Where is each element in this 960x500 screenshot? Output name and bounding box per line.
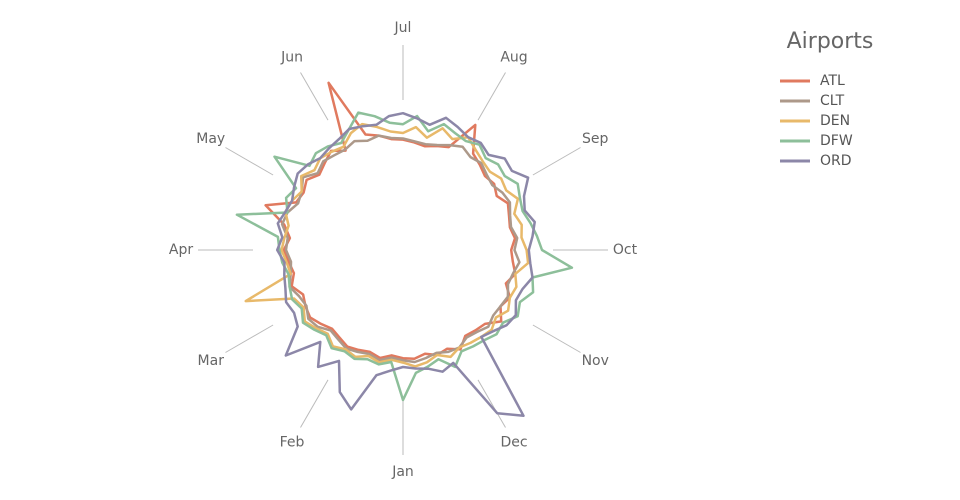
legend-label: DEN bbox=[820, 113, 850, 129]
angular-tick-label: Sep bbox=[582, 131, 609, 147]
series-line bbox=[235, 111, 574, 402]
angular-tick bbox=[300, 72, 329, 121]
angular-tick-label: Jun bbox=[280, 50, 303, 66]
legend-title: Airports bbox=[787, 29, 874, 54]
legend-label: ATL bbox=[820, 73, 845, 89]
angular-tick bbox=[225, 147, 274, 176]
angular-tick-label: Oct bbox=[613, 242, 638, 258]
series-line bbox=[280, 134, 521, 364]
series-line bbox=[244, 122, 530, 368]
series-line bbox=[275, 111, 536, 418]
angular-tick-label: Dec bbox=[500, 434, 527, 450]
angular-tick bbox=[300, 379, 329, 428]
legend-label: CLT bbox=[820, 93, 845, 109]
angular-tick bbox=[477, 379, 506, 428]
angular-tick-label: Apr bbox=[169, 242, 193, 258]
angular-tick-label: Aug bbox=[500, 50, 527, 66]
angular-tick-label: Feb bbox=[280, 434, 305, 450]
angular-tick bbox=[532, 147, 581, 176]
angular-tick-label: Nov bbox=[582, 353, 609, 369]
angular-tick bbox=[532, 324, 581, 353]
angular-tick-label: May bbox=[196, 131, 225, 147]
legend-label: DFW bbox=[820, 133, 853, 149]
angular-tick-label: Mar bbox=[198, 353, 225, 369]
angular-tick bbox=[477, 72, 506, 121]
angular-tick-label: Jul bbox=[394, 20, 412, 36]
angular-tick bbox=[225, 324, 274, 353]
legend-label: ORD bbox=[820, 153, 852, 169]
angular-tick-label: Jan bbox=[391, 464, 414, 480]
